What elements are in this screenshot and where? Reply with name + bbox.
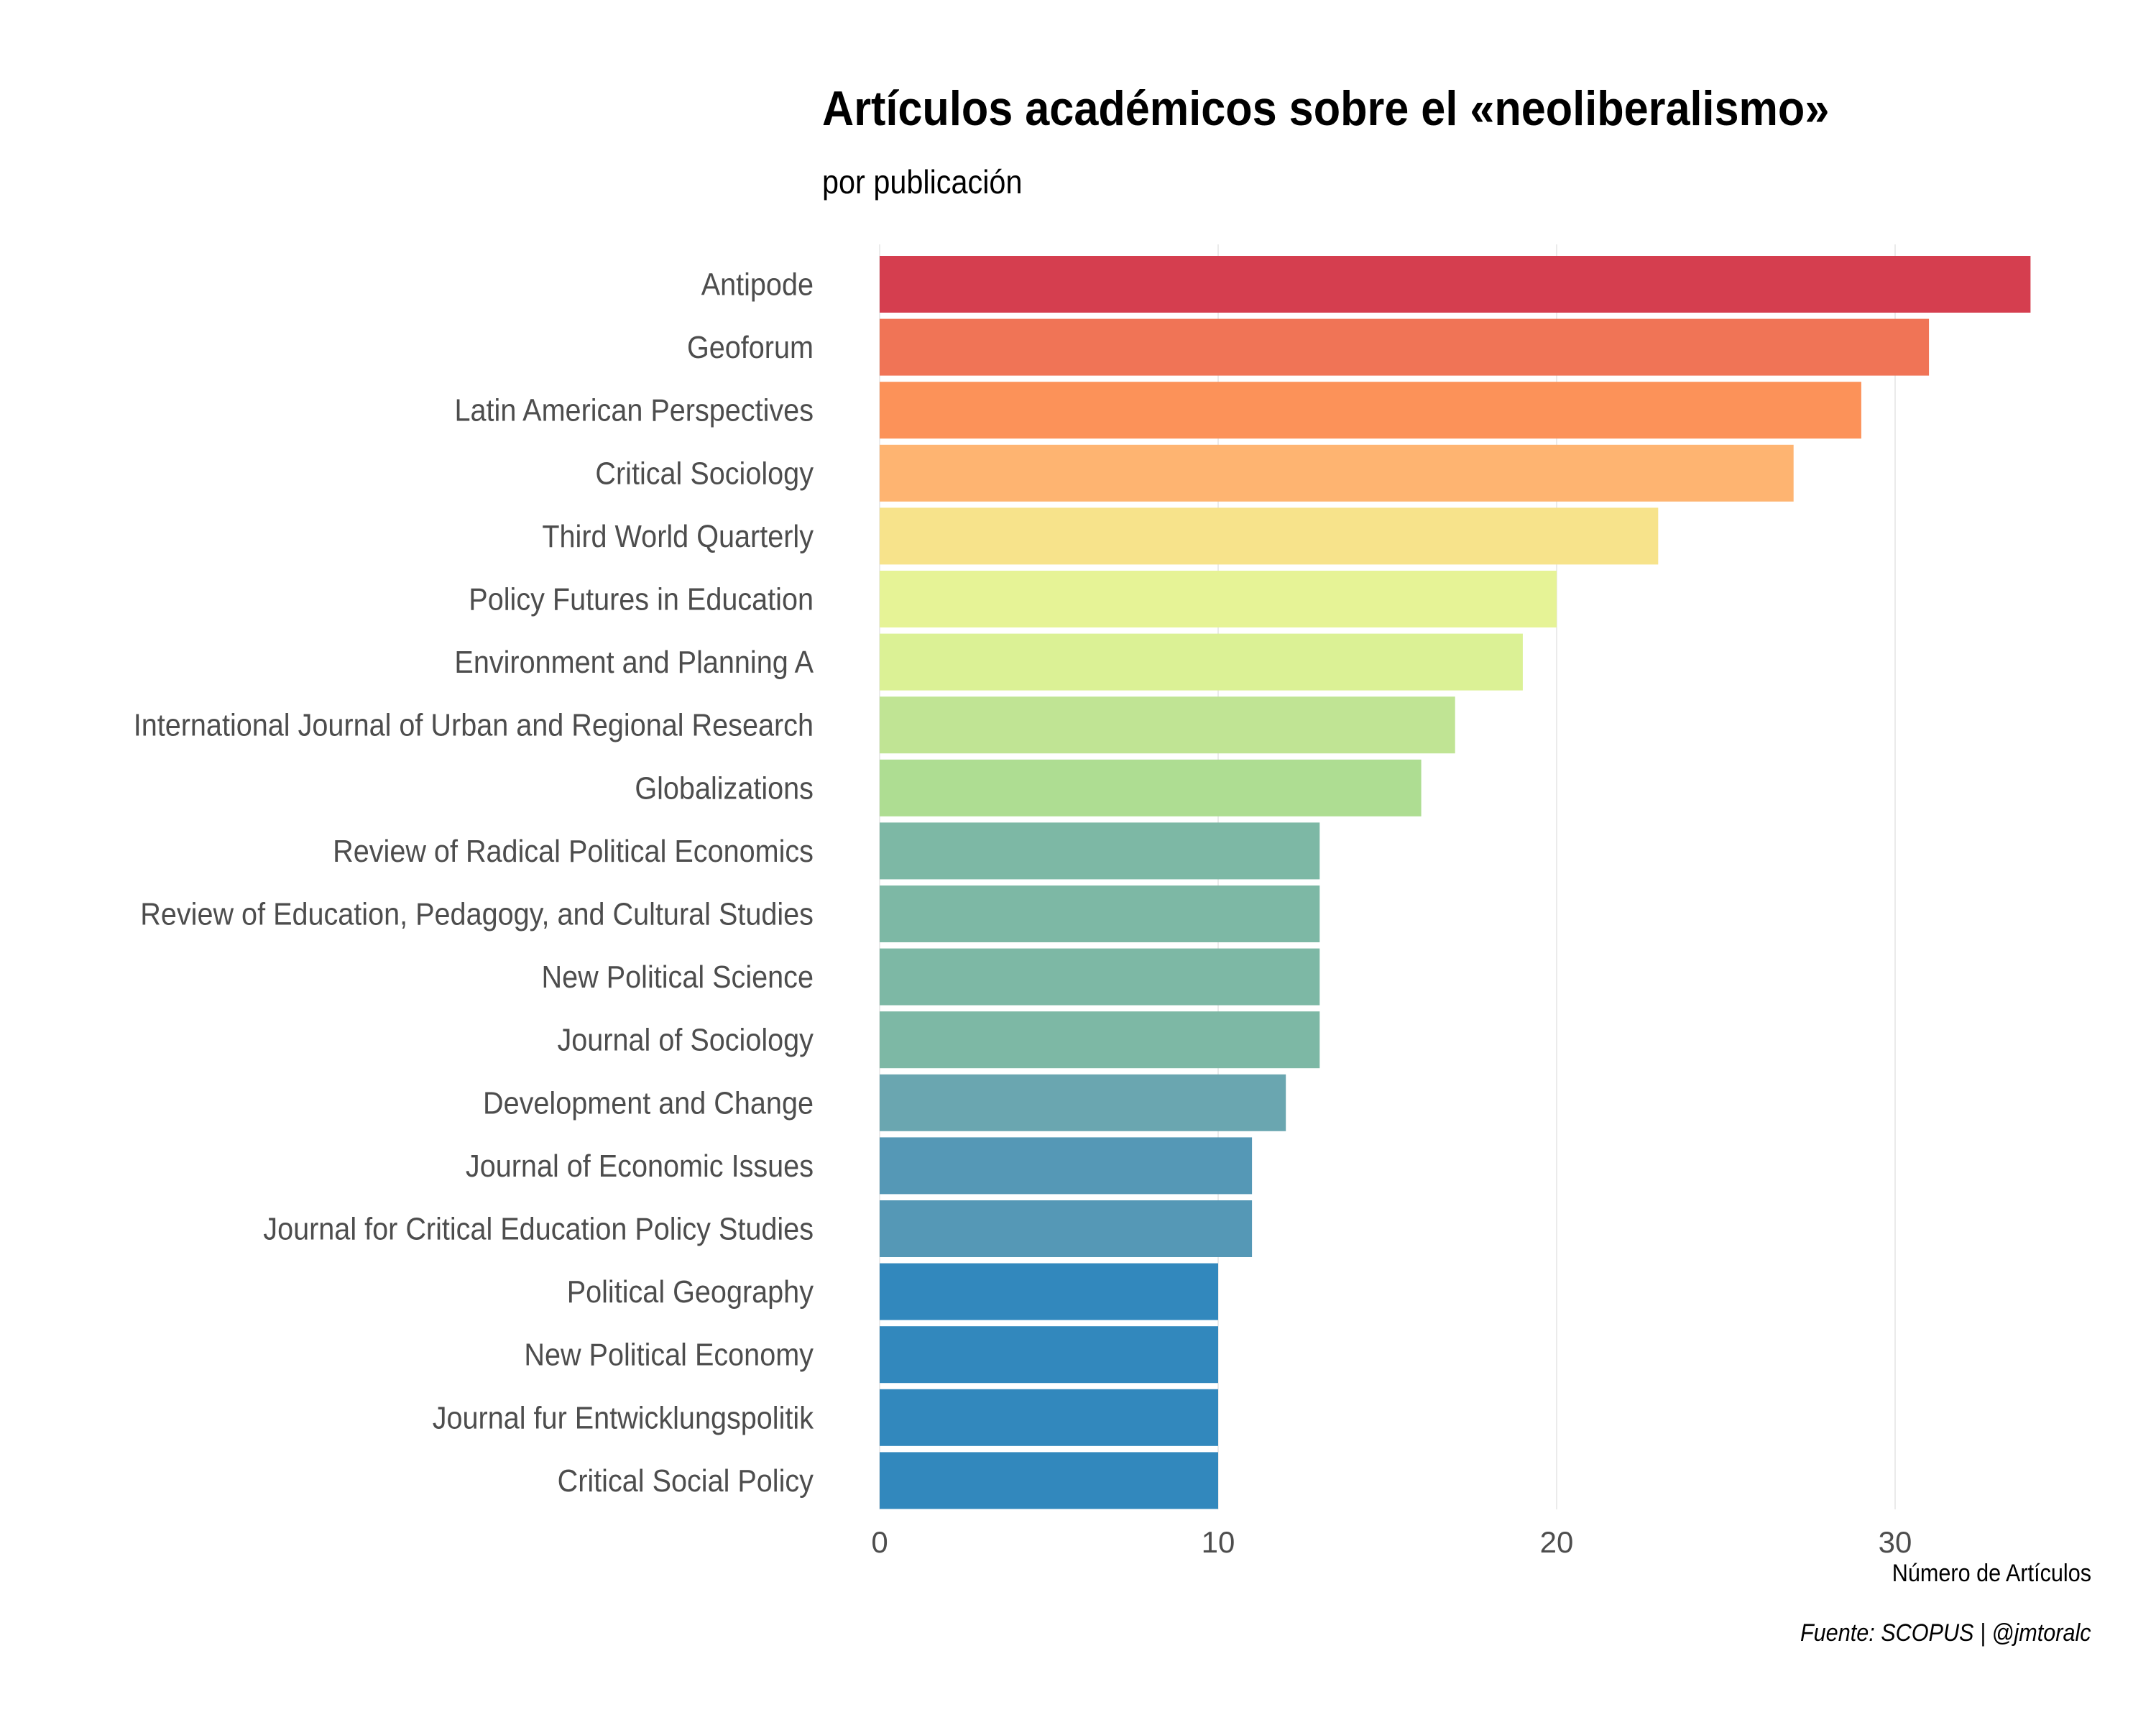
category-label: New Political Science: [542, 959, 814, 994]
category-label: Globalizations: [635, 770, 814, 805]
chart-caption: Fuente: SCOPUS | @jmtoralc: [1800, 1619, 2091, 1647]
category-label: Review of Education, Pedagogy, and Cultu…: [140, 896, 814, 932]
bar: [880, 256, 2031, 313]
category-label: New Political Economy: [524, 1337, 814, 1372]
bar: [880, 759, 1422, 816]
x-tick-label: 10: [1202, 1525, 1235, 1559]
bar: [880, 1263, 1218, 1320]
bar: [880, 1200, 1253, 1257]
bar: [880, 1452, 1218, 1509]
x-tick-label: 20: [1540, 1525, 1574, 1559]
category-label: Critical Sociology: [595, 455, 814, 490]
bars: [880, 256, 2031, 1509]
bar: [880, 571, 1557, 627]
category-label: Journal of Economic Issues: [466, 1148, 814, 1183]
category-label: Critical Social Policy: [558, 1463, 814, 1498]
x-tick-label: 0: [871, 1525, 888, 1559]
x-tick-label: 30: [1879, 1525, 1912, 1559]
category-label: Journal for Critical Education Policy St…: [263, 1211, 814, 1246]
bar: [880, 444, 1794, 502]
bar: [880, 948, 1320, 1006]
category-label: Geoforum: [687, 329, 814, 364]
bar: [880, 1389, 1218, 1446]
bar: [880, 1137, 1253, 1195]
bar: [880, 1326, 1218, 1384]
bar: [880, 1011, 1320, 1069]
category-label: Journal of Sociology: [557, 1022, 814, 1057]
category-label: Latin American Perspectives: [455, 392, 814, 428]
x-tick-labels: 0 10 20 30: [871, 1525, 1912, 1559]
category-labels: Antipode Geoforum Latin American Perspecti…: [134, 267, 814, 1499]
category-label: Environment and Planning A: [454, 644, 814, 679]
chart-subtitle: por publicación: [822, 163, 1023, 201]
bar: [880, 822, 1320, 880]
bar: [880, 318, 1930, 376]
x-axis-label: Número de Artículos: [1892, 1560, 2091, 1587]
category-label: Antipode: [701, 267, 814, 302]
bar: [880, 633, 1523, 691]
category-label: Development and Change: [483, 1085, 814, 1120]
category-label: Policy Futures in Education: [469, 581, 814, 617]
chart-title: Artículos académicos sobre el «neolibera…: [822, 81, 1830, 136]
category-label: Journal fur Entwicklungspolitik: [433, 1399, 814, 1435]
bar: [880, 1074, 1286, 1131]
category-label: Third World Quarterly: [542, 518, 814, 553]
category-label: Political Geography: [567, 1274, 814, 1309]
bar: [880, 696, 1455, 754]
category-label: Review of Radical Political Economics: [333, 833, 814, 868]
bar: [880, 507, 1659, 565]
bar: [880, 382, 1861, 439]
category-label: International Journal of Urban and Regio…: [134, 707, 814, 742]
bar: [880, 886, 1320, 942]
